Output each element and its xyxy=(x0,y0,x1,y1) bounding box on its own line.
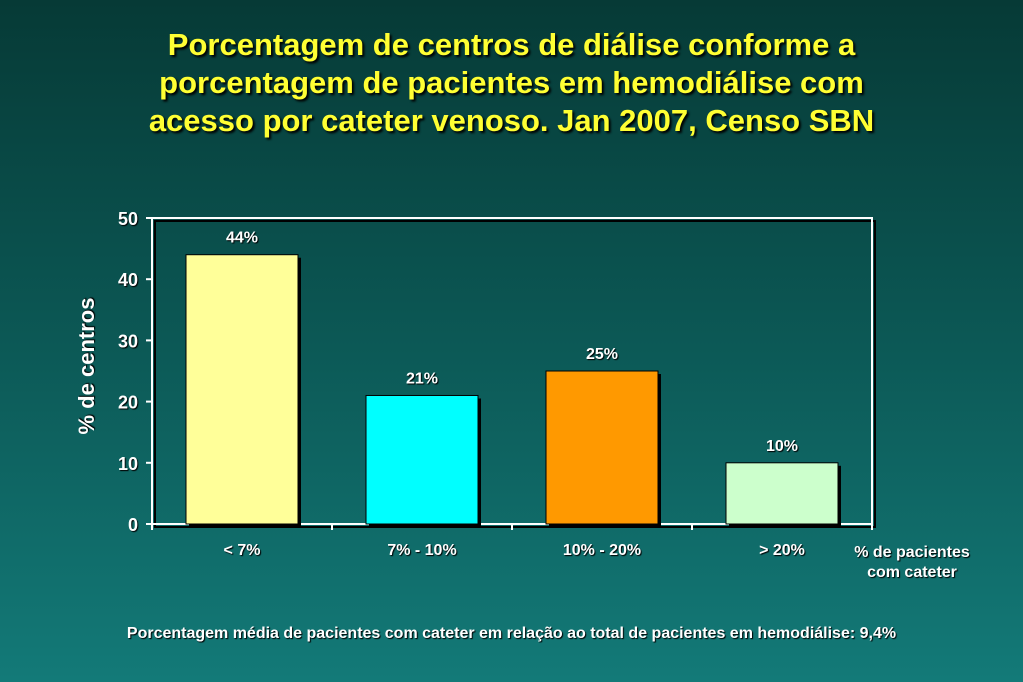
y-tick-label: 40 xyxy=(118,270,138,290)
x-tick-label: 10% - 20% xyxy=(562,542,642,559)
data-label: 21% xyxy=(406,370,438,387)
bar-series xyxy=(185,254,841,527)
title-line-3: acesso por cateter venoso. Jan 2007, Cen… xyxy=(148,103,875,138)
x-tick-label: 7% - 10% xyxy=(387,542,457,559)
data-label: 44% xyxy=(226,230,258,247)
plot-frame-shadow xyxy=(154,220,876,528)
data-label: 25% xyxy=(586,346,618,363)
chart-axes: 0 10 20 30 40 50 xyxy=(118,209,876,535)
y-tick-label: 30 xyxy=(118,331,138,351)
data-label: 10% xyxy=(766,438,798,455)
bar xyxy=(725,462,839,525)
y-tick-label: 10 xyxy=(118,454,138,474)
data-labels: 44% 21% 25% 10% xyxy=(226,230,798,455)
x-tick-label: > 20% xyxy=(759,542,805,559)
x-axis-label-line-2: com cateter xyxy=(867,564,957,581)
bar xyxy=(185,254,299,525)
footnote: Porcentagem média de pacientes com catet… xyxy=(126,625,897,642)
y-tick-label: 0 xyxy=(128,515,138,535)
x-axis-label-line-1: % de pacientes xyxy=(854,544,970,561)
x-tick-label: < 7% xyxy=(223,542,261,559)
bar xyxy=(365,394,479,525)
y-tick-label: 20 xyxy=(118,393,138,413)
title-line-1: Porcentagem de centros de diálise confor… xyxy=(167,27,856,62)
title-line-2: porcentagem de pacientes em hemodiálise … xyxy=(159,65,864,100)
y-axis-label: % de centros xyxy=(74,298,99,435)
bar xyxy=(545,370,659,525)
chart-title: Porcentagem de centros de diálise confor… xyxy=(0,26,1023,140)
y-tick-label: 50 xyxy=(118,209,138,229)
x-axis-label: % de pacientes com cateter xyxy=(832,543,992,583)
